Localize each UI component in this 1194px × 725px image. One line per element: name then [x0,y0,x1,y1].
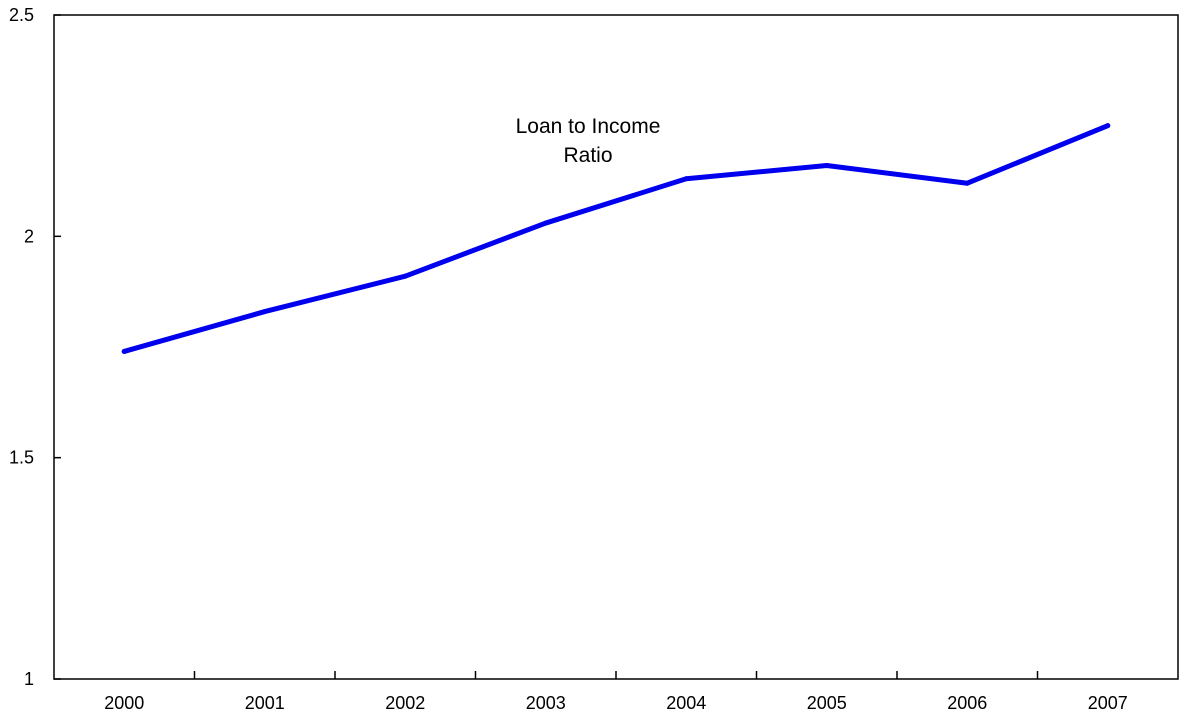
data-point [402,273,408,279]
data-point [543,220,549,226]
data-point [683,176,689,182]
x-tick-label: 2000 [104,693,144,713]
data-point [824,163,830,169]
x-tick-label: 2004 [666,693,706,713]
x-tick-label: 2001 [245,693,285,713]
plot-frame [53,14,1179,680]
x-tick-label: 2003 [526,693,566,713]
y-tick-label: 2.5 [9,5,34,25]
series-layer [121,123,1111,354]
y-tick-label: 2 [24,226,34,246]
x-tick-label: 2006 [947,693,987,713]
x-axis: 2000 2001 2002 2003 2004 2005 2006 2007 [104,671,1128,713]
series-annotation-line-2: Ratio [563,144,612,167]
series-annotation-line-1: Loan to Income [516,115,661,138]
x-tick-label: 2007 [1088,693,1128,713]
y-tick-label: 1.5 [9,448,34,468]
data-point [262,309,268,315]
y-tick-label: 1 [24,669,34,689]
data-point [1105,123,1111,129]
data-point [964,180,970,186]
x-tick-label: 2002 [385,693,425,713]
y-axis: 1 1.5 2 2.5 [9,5,61,689]
data-point [121,348,127,354]
series-line [121,123,1111,354]
x-tick-label: 2005 [807,693,847,713]
